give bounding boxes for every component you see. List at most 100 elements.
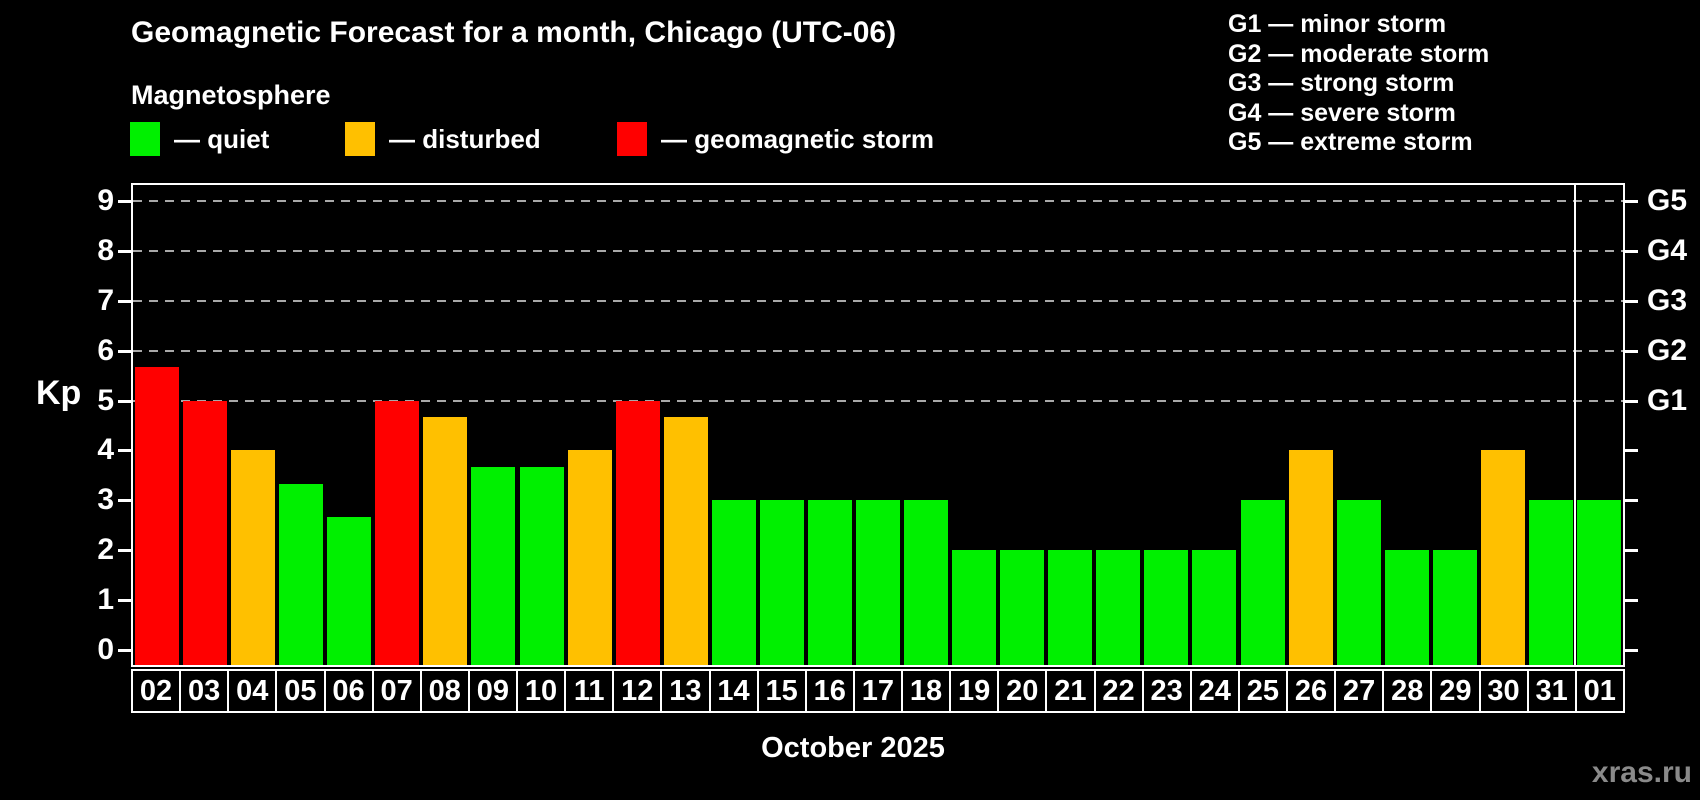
y-tick-left-0 xyxy=(118,649,131,652)
g-level-label-G2: G2 xyxy=(1647,333,1688,367)
bar-day-21 xyxy=(1048,550,1093,665)
day-label-21: 21 xyxy=(1045,669,1096,713)
day-label-27: 27 xyxy=(1334,669,1385,713)
bar-color-legend: — quiet — disturbed — geomagnetic storm xyxy=(0,120,1100,158)
gridline-kp-5 xyxy=(133,399,1623,402)
day-label-10: 10 xyxy=(516,669,567,713)
bar-day-06 xyxy=(327,516,372,665)
bar-day-29 xyxy=(1432,550,1477,665)
g-scale-line-4: G4 — severe storm xyxy=(1228,98,1456,127)
y-tick-label-9: 9 xyxy=(97,183,114,217)
bar-day-02 xyxy=(135,367,180,665)
g-level-label-G1: G1 xyxy=(1647,383,1688,417)
g-scale-line-1: G1 — minor storm xyxy=(1228,10,1447,38)
y-tick-right-6 xyxy=(1625,349,1638,353)
bar-day-22 xyxy=(1096,550,1141,665)
day-label-15: 15 xyxy=(756,669,807,713)
x-axis-day-labels: 02 03 04 05 06 07 08 09 10 11 12 13 14 15 16 17 18 19 20 21… xyxy=(131,669,1625,713)
y-tick-right-8 xyxy=(1625,249,1638,253)
bar-day-12 xyxy=(615,400,660,665)
bar-day-24 xyxy=(1192,550,1237,665)
y-tick-right-7 xyxy=(1625,299,1638,303)
g-scale-line-2: G2 — moderate storm xyxy=(1228,39,1490,68)
bar-day-07 xyxy=(375,400,420,665)
y-tick-left-7 xyxy=(118,299,131,303)
legend-swatch-storm xyxy=(617,122,647,156)
g-scale-line-3: G3 — strong storm xyxy=(1228,69,1455,97)
y-tick-left-9 xyxy=(118,199,131,203)
day-label-05: 05 xyxy=(275,669,326,713)
bar-day-20 xyxy=(1000,550,1045,665)
day-label-07: 07 xyxy=(371,669,422,713)
bar-day-13 xyxy=(663,416,708,665)
legend-label-quiet: — quiet xyxy=(174,123,270,154)
bar-day-16 xyxy=(807,500,852,665)
y-tick-right-3 xyxy=(1625,499,1638,503)
y-tick-left-5 xyxy=(118,399,131,403)
day-label-23: 23 xyxy=(1141,669,1192,713)
g-level-label-G5: G5 xyxy=(1647,183,1688,217)
day-label-08: 08 xyxy=(419,669,470,713)
bar-day-04 xyxy=(231,450,276,665)
bar-day-23 xyxy=(1144,550,1189,665)
y-tick-label-1: 1 xyxy=(97,583,114,617)
day-label-25: 25 xyxy=(1237,669,1288,713)
gridline-kp-7 xyxy=(133,299,1623,302)
day-label-11: 11 xyxy=(564,669,615,713)
y-tick-right-4 xyxy=(1625,449,1638,453)
bar-day-30 xyxy=(1480,450,1525,665)
gridline-kp-9 xyxy=(133,199,1623,202)
legend-item-disturbed: — disturbed xyxy=(345,120,541,158)
day-label-02: 02 xyxy=(131,669,182,713)
y-tick-left-4 xyxy=(118,449,131,453)
y-tick-left-3 xyxy=(118,499,131,503)
legend-swatch-disturbed xyxy=(345,122,375,156)
day-label-18: 18 xyxy=(901,669,952,713)
y-axis-title: Kp xyxy=(36,374,82,412)
bar-day-18 xyxy=(904,500,949,665)
y-tick-left-1 xyxy=(118,599,131,603)
bar-day-14 xyxy=(711,500,756,665)
day-label-24: 24 xyxy=(1189,669,1240,713)
day-label-14: 14 xyxy=(708,669,759,713)
bar-day-15 xyxy=(759,500,804,665)
day-label-03: 03 xyxy=(179,669,230,713)
x-axis-title: October 2025 xyxy=(761,732,945,764)
bar-day-09 xyxy=(471,466,516,665)
day-label-20: 20 xyxy=(997,669,1048,713)
legend-item-quiet: — quiet xyxy=(130,120,269,158)
g-level-label-G4: G4 xyxy=(1647,233,1688,267)
bar-day-25 xyxy=(1240,500,1285,665)
plot-area xyxy=(131,183,1625,667)
day-label-09: 09 xyxy=(467,669,518,713)
bar-day-17 xyxy=(856,500,900,665)
bar-day-05 xyxy=(279,483,324,665)
day-label-06: 06 xyxy=(323,669,374,713)
y-tick-right-5 xyxy=(1625,399,1638,403)
day-label-13: 13 xyxy=(660,669,711,713)
y-tick-right-0 xyxy=(1625,649,1638,652)
day-label-19: 19 xyxy=(949,669,1000,713)
y-tick-label-4: 4 xyxy=(97,433,114,467)
g-scale-legend: G1 — minor storm G2 — moderate storm G3 — … xyxy=(1228,10,1489,158)
day-label-17: 17 xyxy=(852,669,903,713)
y-tick-label-8: 8 xyxy=(97,233,114,267)
bar-day-26 xyxy=(1288,450,1333,665)
gridline-kp-8 xyxy=(133,249,1623,252)
day-label-12: 12 xyxy=(612,669,663,713)
day-label-29: 29 xyxy=(1430,669,1481,713)
month-separator-line xyxy=(1573,185,1576,665)
g-scale-line-5: G5 — extreme storm xyxy=(1228,128,1473,156)
day-label-22: 22 xyxy=(1093,669,1144,713)
gridline-kp-6 xyxy=(133,349,1623,352)
y-tick-label-0: 0 xyxy=(97,633,114,666)
day-label-30: 30 xyxy=(1478,669,1529,713)
y-tick-left-6 xyxy=(118,349,131,353)
y-tick-label-2: 2 xyxy=(97,533,114,567)
day-label-01: 01 xyxy=(1574,669,1625,713)
day-label-04: 04 xyxy=(227,669,278,713)
legend-label-disturbed: — disturbed xyxy=(389,123,541,154)
bar-day-31 xyxy=(1528,500,1573,665)
g-level-label-G3: G3 xyxy=(1647,283,1688,317)
